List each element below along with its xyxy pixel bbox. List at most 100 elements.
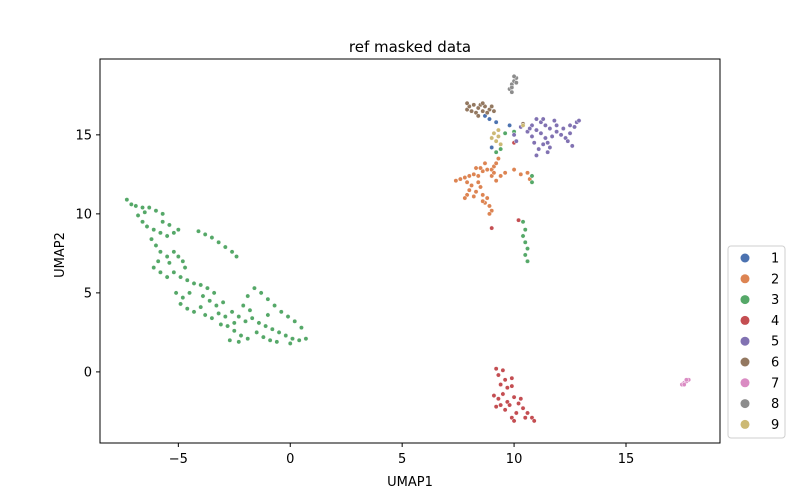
legend-marker-1 (740, 253, 750, 263)
point-series-3-52 (269, 326, 275, 332)
point-series-3-78 (240, 303, 246, 308)
point-series-2-36 (473, 165, 479, 171)
point-series-3-15 (160, 219, 166, 225)
point-series-3-57 (303, 336, 309, 342)
point-series-2-4 (471, 171, 477, 177)
point-series-3-54 (283, 333, 289, 338)
point-series-4-24 (522, 415, 528, 421)
point-series-3-8 (140, 219, 145, 225)
point-series-4-29 (509, 375, 515, 381)
point-series-3-72 (272, 303, 278, 308)
point-series-2-22 (469, 182, 474, 188)
chart-title: ref masked data (349, 38, 471, 56)
point-series-3-53 (276, 329, 282, 335)
point-series-3-87 (222, 244, 228, 250)
point-series-4-23 (518, 396, 524, 402)
point-series-5-16 (560, 126, 566, 131)
point-series-4-1 (495, 372, 501, 378)
series-9 (489, 122, 526, 147)
point-series-2-2 (462, 175, 468, 180)
point-series-3-100 (522, 227, 528, 233)
point-series-2-39 (491, 170, 497, 176)
point-series-2-29 (493, 178, 499, 184)
point-series-3-17 (153, 243, 159, 248)
point-series-3-71 (265, 296, 271, 302)
legend-marker-9 (740, 419, 750, 429)
point-series-2-12 (475, 179, 481, 185)
point-series-3-23 (166, 260, 172, 266)
point-series-3-12 (164, 233, 170, 239)
point-series-1-4 (489, 145, 495, 150)
point-series-8-7 (509, 89, 515, 95)
point-series-3-66 (267, 337, 273, 343)
point-series-3-80 (220, 299, 226, 305)
point-series-3-98 (498, 146, 504, 152)
point-series-2-30 (498, 173, 504, 179)
x-axis-ticks: −5 0 5 10 15 (169, 443, 634, 467)
point-series-5-7 (545, 140, 551, 146)
point-series-3-91 (175, 227, 181, 233)
point-series-3-99 (520, 219, 526, 225)
point-series-3-16 (149, 236, 154, 242)
point-series-9-2 (493, 138, 499, 144)
point-series-4-20 (502, 407, 508, 413)
point-series-4-21 (493, 404, 499, 410)
point-series-3-92 (182, 265, 188, 271)
point-series-4-25 (491, 393, 497, 399)
point-series-3-5 (153, 208, 159, 214)
point-series-3-7 (135, 212, 141, 218)
point-series-5-35 (547, 145, 553, 150)
point-series-3-51 (263, 323, 269, 329)
point-series-7-4 (681, 382, 687, 387)
point-series-6-12 (491, 108, 497, 114)
legend-label-7: 7 (771, 376, 779, 391)
point-series-3-24 (155, 258, 161, 264)
point-series-2-31 (502, 170, 508, 176)
y-tick-label: 15 (75, 128, 92, 143)
point-series-5-29 (527, 126, 533, 131)
point-series-4-5 (504, 385, 510, 391)
point-series-5-28 (531, 140, 537, 146)
point-series-4-4 (498, 382, 504, 387)
point-series-4-17 (513, 410, 519, 416)
point-series-4-12 (516, 401, 522, 406)
point-series-2-19 (487, 203, 492, 209)
point-series-3-70 (258, 290, 264, 296)
legend-frame (727, 245, 786, 439)
point-series-3-26 (157, 269, 163, 275)
legend-label-4: 4 (771, 314, 779, 329)
point-series-3-11 (157, 230, 163, 236)
series-7 (679, 377, 692, 387)
point-series-6-11 (484, 110, 490, 116)
point-series-4-26 (489, 225, 495, 231)
x-axis-title: UMAP1 (387, 475, 433, 490)
point-series-9-3 (498, 141, 504, 147)
legend-label-5: 5 (771, 335, 779, 350)
point-series-3-18 (157, 249, 163, 255)
point-series-3-33 (204, 285, 210, 291)
point-series-3-34 (211, 290, 217, 296)
point-series-8-4 (509, 84, 515, 90)
point-series-2-27 (482, 160, 488, 166)
y-axis-title: UMAP2 (53, 232, 68, 278)
y-tick-label: 10 (75, 207, 92, 222)
point-series-3-95 (265, 312, 271, 318)
legend-label-8: 8 (771, 397, 779, 412)
point-series-2-10 (493, 160, 499, 166)
point-series-3-27 (164, 274, 170, 280)
point-series-3-85 (209, 235, 215, 241)
y-tick-label: 0 (84, 365, 92, 380)
x-tick-label: 0 (286, 452, 294, 467)
point-series-5-8 (549, 133, 555, 139)
point-series-3-63 (227, 337, 233, 343)
point-series-4-22 (507, 402, 513, 408)
point-series-4-9 (498, 402, 504, 408)
point-series-2-5 (475, 173, 481, 179)
point-series-9-0 (491, 130, 497, 136)
scatter-points-layer (124, 73, 692, 424)
point-series-4-11 (511, 394, 517, 400)
point-series-5-2 (538, 130, 544, 136)
point-series-3-36 (180, 295, 186, 301)
point-series-2-33 (518, 171, 524, 177)
point-series-3-84 (202, 231, 208, 237)
